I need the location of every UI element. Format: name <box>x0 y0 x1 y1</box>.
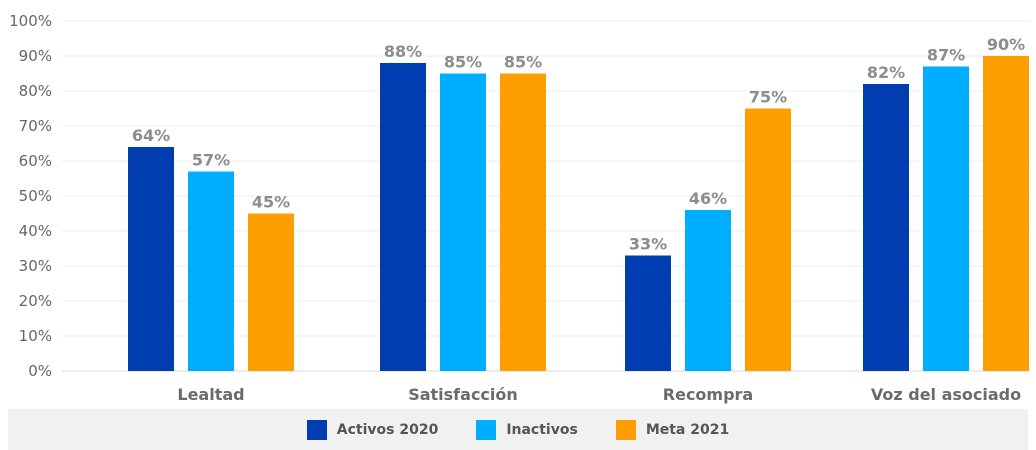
y-tick-label: 60% <box>19 152 52 170</box>
data-label: 85% <box>444 53 482 72</box>
legend-label: Inactivos <box>506 421 578 438</box>
y-tick-label: 100% <box>9 12 52 30</box>
legend-swatch-inactivos <box>476 419 497 440</box>
x-category-label: Voz del asociado <box>871 385 1021 404</box>
legend-item-activos-2020: Activos 2020 <box>306 419 439 440</box>
bar-chart: 0% 10% 20% 30% 40% 50% 60% 70% 80% 90% 100% 64% 57% 4… <box>9 12 1030 404</box>
y-tick-label: 80% <box>19 82 52 100</box>
y-tick-label: 40% <box>19 222 52 240</box>
x-category-label: Lealtad <box>177 385 244 404</box>
legend: Activos 2020 Inactivos Meta 2021 <box>8 409 1028 450</box>
y-tick-label: 0% <box>28 362 52 380</box>
bar <box>128 147 174 371</box>
bar <box>923 66 969 371</box>
y-tick-label: 30% <box>19 257 52 275</box>
data-label: 82% <box>867 63 905 82</box>
y-tick-label: 50% <box>19 187 52 205</box>
data-label: 88% <box>384 42 422 61</box>
y-tick-label: 20% <box>19 292 52 310</box>
bar <box>625 255 671 371</box>
legend-label: Activos 2020 <box>336 421 439 438</box>
bar <box>500 73 546 371</box>
bar <box>983 56 1029 371</box>
bar <box>863 84 909 371</box>
data-label: 85% <box>504 53 542 72</box>
bar <box>745 108 791 371</box>
y-tick-label: 90% <box>19 47 52 65</box>
legend-item-inactivos: Inactivos <box>476 419 578 440</box>
data-label: 57% <box>192 151 230 170</box>
bar <box>380 63 426 371</box>
data-label: 45% <box>252 193 290 212</box>
data-label: 64% <box>132 126 170 145</box>
data-label: 46% <box>689 189 727 208</box>
legend-item-meta-2021: Meta 2021 <box>615 419 730 440</box>
data-label: 87% <box>927 46 965 65</box>
bar <box>440 73 486 371</box>
x-category-label: Satisfacción <box>408 385 518 404</box>
legend-label: Meta 2021 <box>645 421 730 438</box>
x-category-label: Recompra <box>663 385 753 404</box>
data-label: 90% <box>987 35 1025 54</box>
bar <box>248 213 294 371</box>
data-label: 33% <box>629 235 667 254</box>
bar <box>685 210 731 371</box>
legend-swatch-activos-2020 <box>306 419 327 440</box>
y-tick-label: 70% <box>19 117 52 135</box>
data-label: 75% <box>749 88 787 107</box>
bar <box>188 171 234 371</box>
y-tick-label: 10% <box>19 327 52 345</box>
legend-swatch-meta-2021 <box>615 419 636 440</box>
